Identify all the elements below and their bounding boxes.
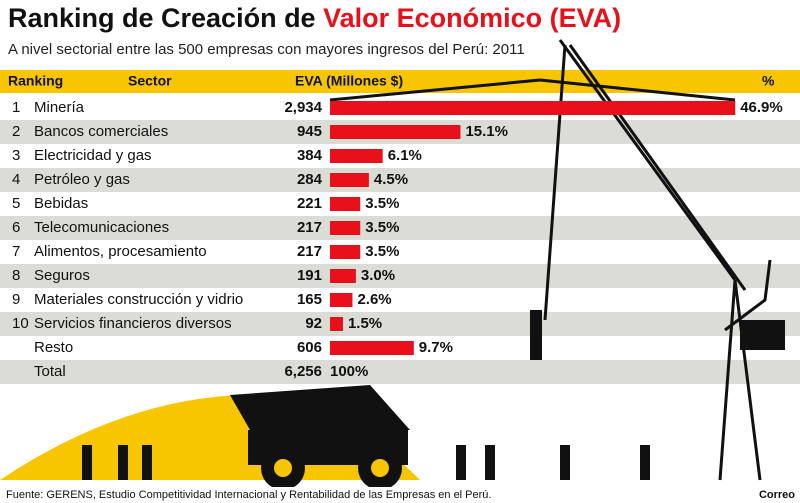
percent-label: 3.5% xyxy=(365,219,399,236)
rank: 6 xyxy=(12,219,20,236)
value-label: 191 xyxy=(297,267,322,284)
rank: 10 xyxy=(12,315,29,332)
legend-entry: % xyxy=(762,73,775,89)
category-label: Materiales construcción y vidrio xyxy=(34,291,243,308)
row-background xyxy=(0,240,800,264)
category-label: Telecomunicaciones xyxy=(34,219,169,236)
category-label: Petróleo y gas xyxy=(34,171,130,188)
total-value: 6,256 xyxy=(284,363,322,380)
row-background xyxy=(0,192,800,216)
category-label: Resto xyxy=(34,339,73,356)
total-percent: 100% xyxy=(330,363,368,380)
credit: Correo xyxy=(759,489,795,501)
bar xyxy=(330,221,361,235)
bar xyxy=(330,173,369,187)
value-label: 92 xyxy=(305,315,322,332)
value-label: 221 xyxy=(297,195,322,212)
value-label: 945 xyxy=(297,123,322,140)
row-background xyxy=(0,216,800,240)
value-label: 384 xyxy=(297,147,323,164)
percent-label: 3.0% xyxy=(361,267,395,284)
rank: 1 xyxy=(12,99,20,116)
bar xyxy=(330,317,343,331)
rank: 3 xyxy=(12,147,20,164)
category-label: Minería xyxy=(34,99,85,116)
percent-label: 6.1% xyxy=(388,147,422,164)
row-background xyxy=(0,360,800,384)
rank: 9 xyxy=(12,291,20,308)
bar xyxy=(330,101,736,115)
value-label: 165 xyxy=(297,291,322,308)
rank: 8 xyxy=(12,267,20,284)
category-label: Seguros xyxy=(34,267,90,284)
bar xyxy=(330,149,383,163)
bar xyxy=(330,341,414,355)
legend-entry: EVA (Millones $) xyxy=(295,73,403,89)
percent-label: 4.5% xyxy=(374,171,408,188)
value-label: 284 xyxy=(297,171,323,188)
illustration xyxy=(0,39,785,490)
percent-label: 1.5% xyxy=(348,315,382,332)
rank: 7 xyxy=(12,243,20,260)
rank: 5 xyxy=(12,195,20,212)
category-label: Bancos comerciales xyxy=(34,123,168,140)
value-label: 217 xyxy=(297,219,322,236)
bar xyxy=(330,197,361,211)
value-label: 2,934 xyxy=(284,99,322,116)
row-background xyxy=(0,312,800,336)
bar xyxy=(330,125,461,139)
source: Fuente: GERENS, Estudio Competitividad I… xyxy=(6,489,491,501)
value-label: 606 xyxy=(297,339,322,356)
row-background xyxy=(0,144,800,168)
value-label: 217 xyxy=(297,243,322,260)
table-rows xyxy=(0,96,800,384)
sector-header: Sector xyxy=(128,73,172,89)
rank: 4 xyxy=(12,171,20,188)
percent-label: 3.5% xyxy=(365,195,399,212)
category-label: Servicios financieros diversos xyxy=(34,315,232,332)
subtitle: A nivel sectorial entre las 500 empresas… xyxy=(8,41,525,58)
percent-label: 15.1% xyxy=(465,123,508,140)
bar xyxy=(330,269,356,283)
category-label: Bebidas xyxy=(34,195,88,212)
rank-header: Ranking xyxy=(8,73,63,89)
bar xyxy=(330,245,361,259)
row-background xyxy=(0,288,800,312)
bar xyxy=(330,293,353,307)
chart-title: Ranking de Creación de Valor Económico (… xyxy=(8,3,621,33)
row-background xyxy=(0,264,800,288)
category-label: Alimentos, procesamiento xyxy=(34,243,207,260)
total-label: Total xyxy=(34,363,66,380)
percent-label: 9.7% xyxy=(419,339,453,356)
percent-label: 3.5% xyxy=(365,243,399,260)
category-label: Electricidad y gas xyxy=(34,147,152,164)
percent-label: 46.9% xyxy=(740,99,783,116)
title-highlight: Valor Económico (EVA) xyxy=(323,3,621,33)
percent-label: 2.6% xyxy=(357,291,391,308)
title-text: Ranking de Creación de xyxy=(8,3,316,33)
rank: 2 xyxy=(12,123,20,140)
footer-band xyxy=(0,487,800,503)
